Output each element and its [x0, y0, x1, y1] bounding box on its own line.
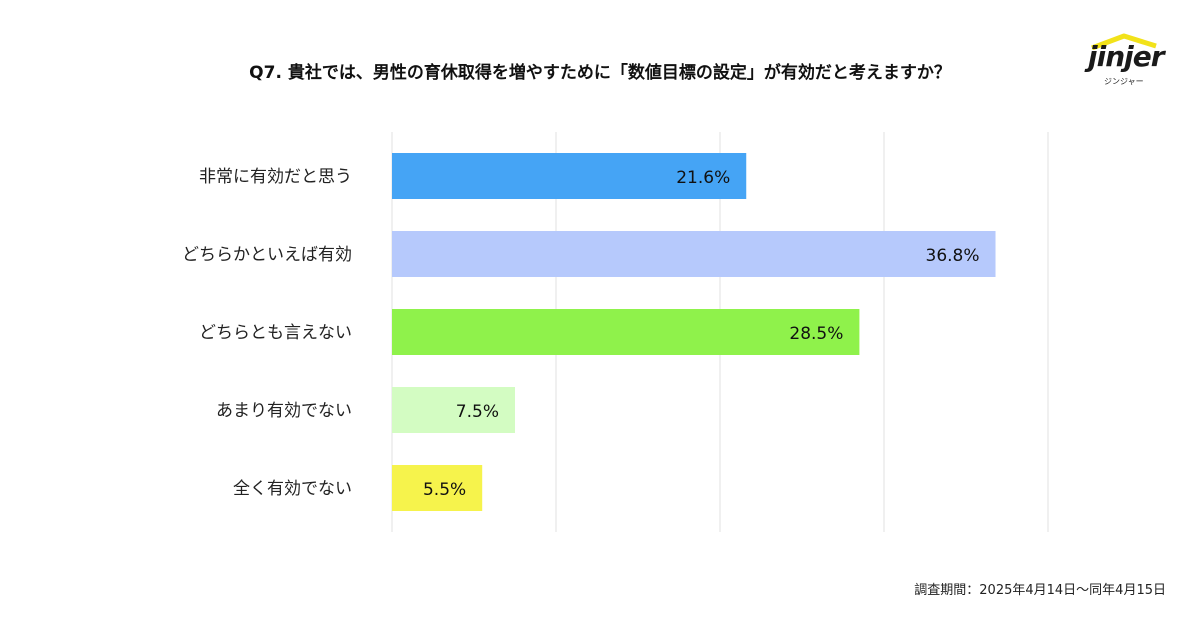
- jinjer-logo: jinjer ジンジャー: [1084, 30, 1174, 90]
- logo-subtext: ジンジャー: [1104, 77, 1144, 86]
- data-label: 7.5%: [456, 402, 499, 422]
- category-label: どちらとも言えない: [199, 323, 352, 343]
- data-label: 36.8%: [926, 246, 980, 266]
- survey-period: 調査期間：2025年4月14日〜同年4月15日: [914, 583, 1166, 598]
- data-label: 28.5%: [789, 324, 843, 344]
- chart-title: Q7. 貴社では、男性の育休取得を増やすために「数値目標の設定」が有効だと考えま…: [249, 63, 951, 83]
- category-label: 全く有効でない: [233, 479, 352, 499]
- category-label: どちらかといえば有効: [182, 245, 352, 265]
- data-label: 5.5%: [423, 480, 466, 500]
- data-label: 21.6%: [676, 168, 730, 188]
- bar: [392, 153, 747, 199]
- logo-text: jinjer: [1088, 40, 1165, 73]
- bar: [392, 465, 483, 511]
- bar: [392, 309, 860, 355]
- category-label: 非常に有効だと思う: [199, 167, 352, 187]
- bar: [392, 231, 996, 277]
- category-label: あまり有効でない: [216, 401, 352, 421]
- bar: [392, 387, 515, 433]
- logo-roof-icon: [1091, 33, 1157, 50]
